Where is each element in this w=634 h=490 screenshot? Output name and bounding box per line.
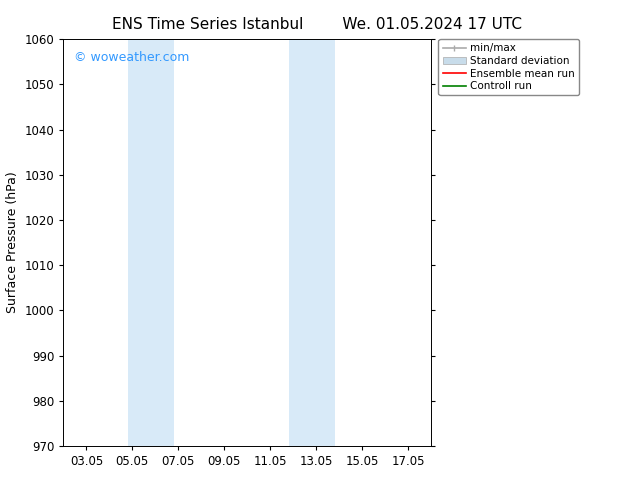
- Bar: [288, 39, 335, 446]
- Y-axis label: Surface Pressure (hPa): Surface Pressure (hPa): [6, 172, 19, 314]
- Text: ENS Time Series Istanbul        We. 01.05.2024 17 UTC: ENS Time Series Istanbul We. 01.05.2024 …: [112, 17, 522, 32]
- Bar: [127, 39, 174, 446]
- Text: © woweather.com: © woweather.com: [74, 51, 190, 64]
- Legend: min/max, Standard deviation, Ensemble mean run, Controll run: min/max, Standard deviation, Ensemble me…: [439, 39, 579, 96]
